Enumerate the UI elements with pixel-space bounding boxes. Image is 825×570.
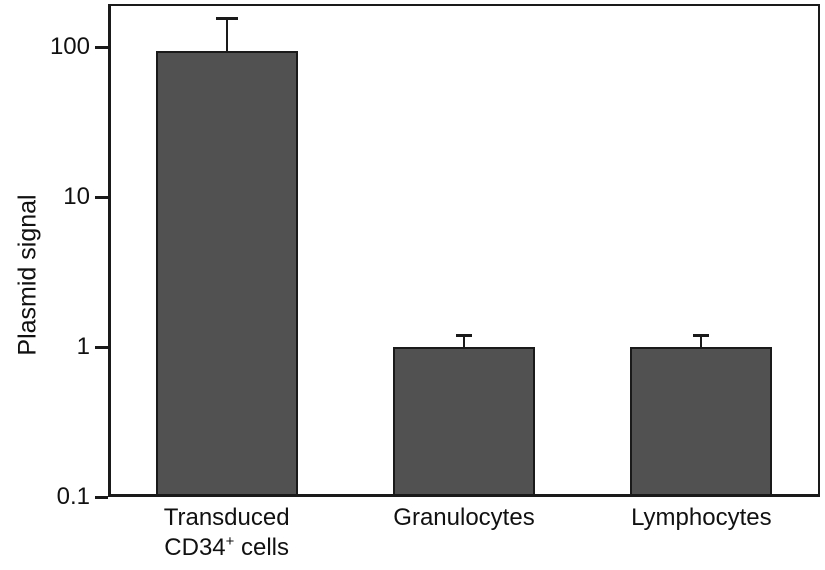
y-tick-label: 1 [76, 333, 90, 361]
bar [630, 347, 773, 494]
y-tick [95, 45, 108, 49]
error-bar-cap [693, 333, 710, 337]
x-category-label: Lymphocytes [631, 504, 772, 531]
y-tick [95, 195, 108, 199]
y-tick-label: 0.1 [56, 483, 90, 510]
y-tick-label: 100 [49, 33, 90, 61]
y-tick [95, 345, 108, 349]
bar [155, 50, 298, 494]
y-axis-label: Plasmid signal [13, 194, 42, 356]
bar [393, 347, 535, 494]
y-tick [95, 495, 108, 499]
error-bar-stem [463, 335, 465, 348]
x-category-label: Transduced CD34+ cells [163, 504, 290, 561]
error-bar-stem [225, 18, 228, 51]
y-tick-label: 10 [63, 183, 90, 211]
error-bar-cap [215, 17, 238, 21]
error-bar-stem [700, 335, 703, 348]
error-bar-cap [456, 333, 472, 337]
superscript: + [225, 534, 235, 550]
x-category-label: Granulocytes [393, 504, 535, 531]
